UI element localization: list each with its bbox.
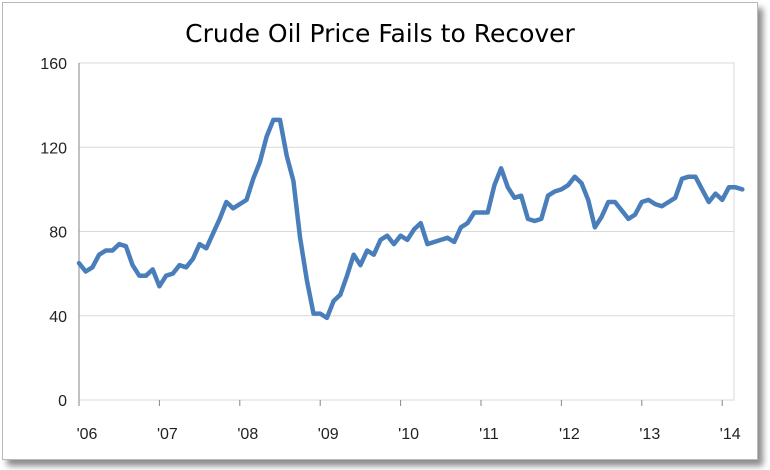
chart-frame: Crude Oil Price Fails to Recover 0 40 80 12… [2,2,758,460]
x-tick-label: '07 [157,426,178,443]
y-tick-label: 120 [40,140,67,157]
x-tick-label: '10 [398,426,419,443]
y-tick-label: 80 [49,225,67,242]
chart-title: Crude Oil Price Fails to Recover [185,19,575,48]
series-line [76,117,745,321]
x-tick-label: '11 [479,426,499,443]
y-tick-label: 160 [40,56,67,73]
chart-plot: 0 40 80 120 160 '06 '07 '08 '09 '10 '11 '12 '13 '14 [40,56,745,443]
x-tick-label: '14 [720,426,741,443]
y-tick-label: 0 [58,393,67,410]
y-tick-label: 40 [49,309,67,326]
x-tick-label: '08 [237,426,258,443]
x-tick-label: '09 [318,426,339,443]
x-tick-label: '12 [559,426,580,443]
x-tick-label: '13 [639,426,660,443]
x-tick-label: '06 [77,426,98,443]
